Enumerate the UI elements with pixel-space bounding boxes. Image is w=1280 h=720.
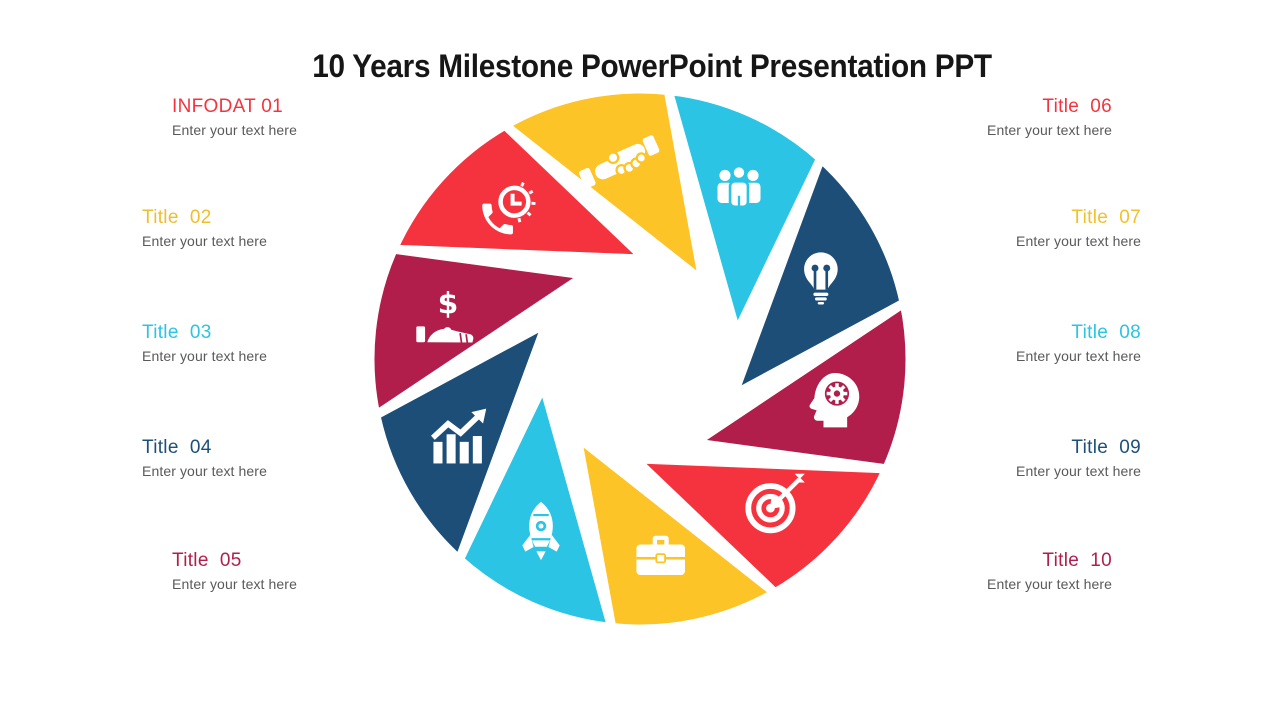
item-subtitle: Enter your text here — [172, 576, 297, 592]
milestone-item-7: Title 07 Enter your text here — [1016, 206, 1141, 250]
slide-title: 10 Years Milestone PowerPoint Presentati… — [312, 48, 992, 84]
milestone-item-1: INFODAT 01 Enter your text here — [172, 95, 297, 139]
item-title: Title 06 — [1042, 96, 1112, 117]
item-subtitle: Enter your text here — [1016, 348, 1141, 364]
item-title: Title 02 — [142, 207, 212, 228]
milestone-item-2: Title 02 Enter your text here — [142, 206, 267, 250]
head-gear-icon — [809, 372, 860, 428]
milestone-item-8: Title 08 Enter your text here — [1016, 321, 1141, 365]
milestone-item-10: Title 10 Enter your text here — [987, 549, 1112, 593]
item-title: Title 04 — [142, 437, 212, 458]
item-title: INFODAT 01 — [172, 96, 284, 117]
milestone-item-4: Title 04 Enter your text here — [142, 436, 267, 480]
dollar-hand-icon: $ — [416, 286, 474, 343]
item-title: Title 03 — [142, 322, 212, 343]
briefcase-icon — [636, 535, 685, 576]
growth-chart-icon — [430, 408, 487, 464]
milestone-item-3: Title 03 Enter your text here — [142, 321, 267, 365]
item-subtitle: Enter your text here — [987, 576, 1112, 592]
svg-text:$: $ — [438, 286, 459, 321]
aperture-blade-10 — [365, 244, 591, 420]
lightbulb-icon — [804, 252, 838, 305]
rocket-icon — [522, 501, 560, 561]
item-subtitle: Enter your text here — [987, 122, 1112, 138]
item-title: Title 07 — [1071, 207, 1141, 228]
people-icon — [717, 164, 761, 209]
item-title: Title 08 — [1071, 322, 1141, 343]
item-subtitle: Enter your text here — [142, 348, 267, 364]
milestone-item-6: Title 06 Enter your text here — [987, 95, 1112, 139]
milestone-item-9: Title 09 Enter your text here — [1016, 436, 1141, 480]
item-subtitle: Enter your text here — [172, 122, 297, 138]
milestone-item-5: Title 05 Enter your text here — [172, 549, 297, 593]
item-title: Title 09 — [1071, 437, 1141, 458]
item-subtitle: Enter your text here — [142, 233, 267, 249]
target-arrow-icon — [745, 473, 805, 534]
item-subtitle: Enter your text here — [1016, 233, 1141, 249]
phone-clock-icon — [482, 182, 536, 235]
aperture-diagram: $ — [365, 84, 915, 634]
item-subtitle: Enter your text here — [142, 463, 267, 479]
item-subtitle: Enter your text here — [1016, 463, 1141, 479]
item-title: Title 10 — [1042, 550, 1112, 571]
item-title: Title 05 — [172, 550, 242, 571]
handshake-icon — [578, 135, 660, 189]
